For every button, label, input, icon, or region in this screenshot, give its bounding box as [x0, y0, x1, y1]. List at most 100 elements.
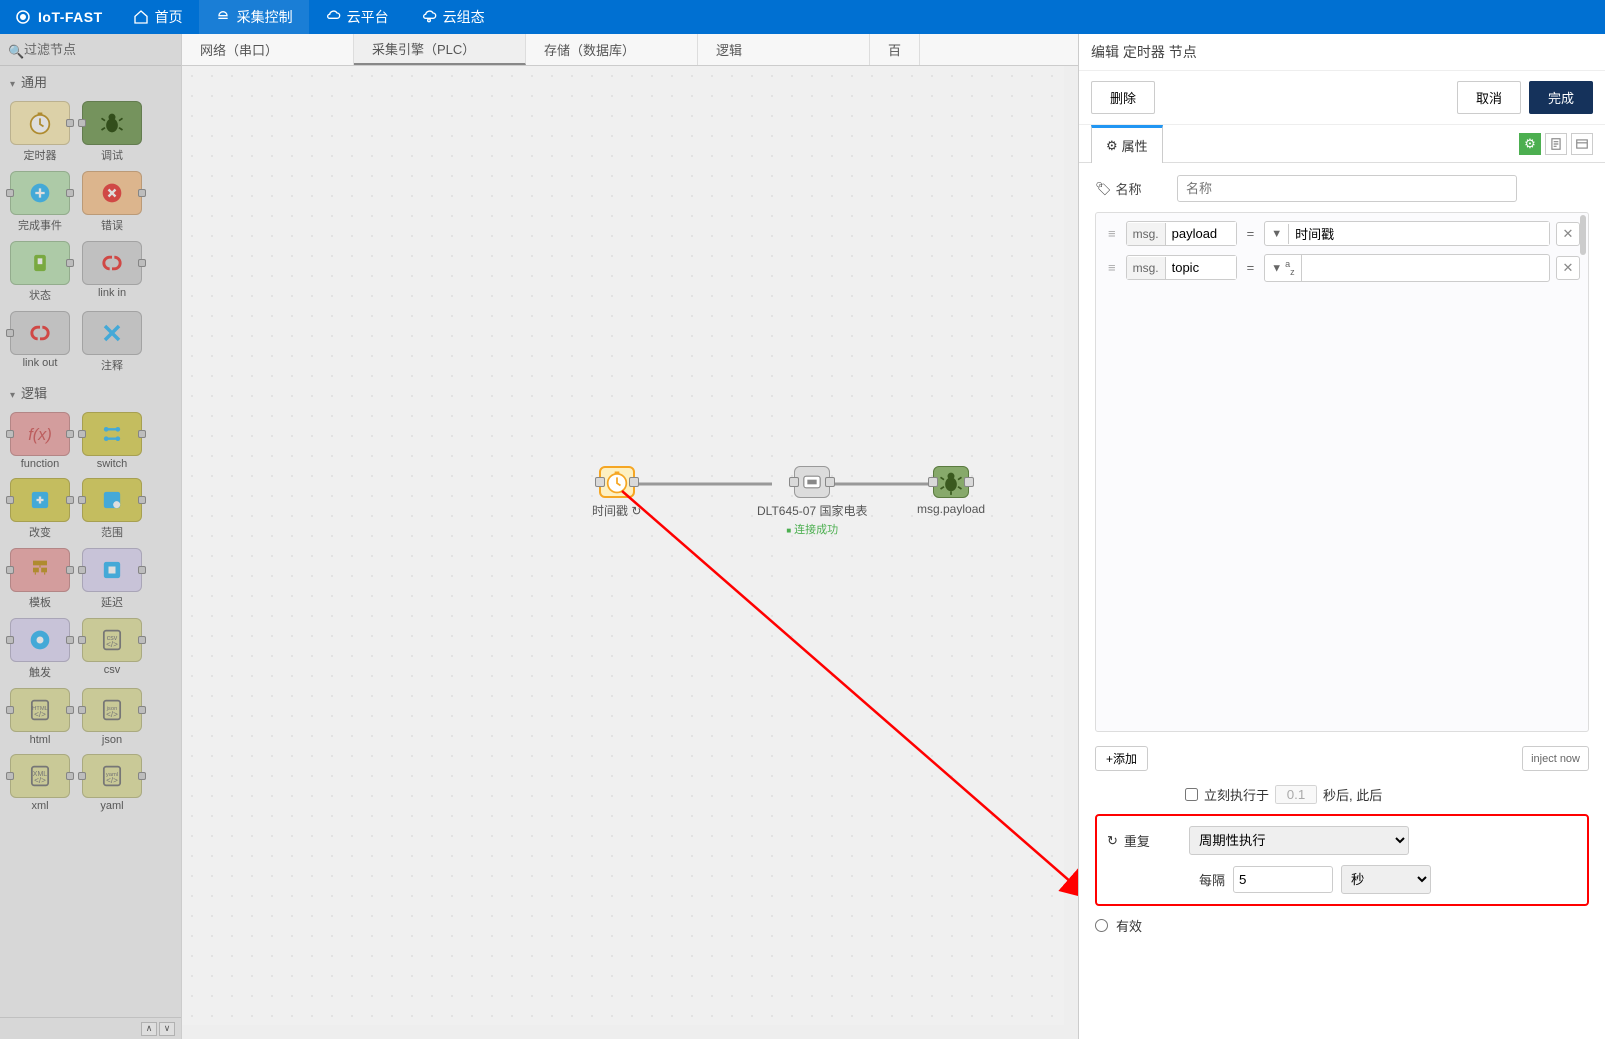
- palette-node-trigger[interactable]: 触发: [8, 618, 72, 680]
- nav-home[interactable]: 首页: [117, 0, 199, 34]
- palette-node-function[interactable]: f(x) function: [8, 412, 72, 470]
- tab-network[interactable]: 网络（串口）: [182, 34, 354, 65]
- palette-node-comment[interactable]: 注释: [80, 311, 144, 373]
- palette-node-json[interactable]: json</> json: [80, 688, 144, 746]
- immediate-suffix: 秒后, 此后: [1323, 785, 1382, 804]
- docs-button[interactable]: [1545, 133, 1567, 155]
- flow-node-dlt645[interactable]: DLT645-07 国家电表 连接成功: [757, 466, 867, 537]
- drag-handle-icon[interactable]: ≡: [1104, 260, 1120, 275]
- change-icon: [26, 486, 54, 514]
- flow-node-timer[interactable]: 时间戳 ↻: [592, 466, 641, 519]
- complete-icon: [26, 179, 54, 207]
- home-icon: [133, 9, 149, 25]
- palette-node-switch[interactable]: switch: [80, 412, 144, 470]
- html-icon: HTML</>: [26, 696, 54, 724]
- yaml-icon: yaml</>: [98, 762, 126, 790]
- delete-row-button[interactable]: ✕: [1556, 222, 1580, 246]
- cancel-button[interactable]: 取消: [1457, 81, 1521, 114]
- scrollbar-thumb[interactable]: [1580, 215, 1586, 255]
- appearance-button[interactable]: [1571, 133, 1593, 155]
- palette-node-timer[interactable]: 定时器: [8, 101, 72, 163]
- nav-config[interactable]: 云组态: [405, 0, 501, 34]
- linkin-icon: [98, 249, 126, 277]
- palette-node-error[interactable]: 错误: [80, 171, 144, 233]
- delete-row-button[interactable]: ✕: [1556, 256, 1580, 280]
- timer-icon: [26, 109, 54, 137]
- nav-collect[interactable]: 采集控制: [199, 0, 309, 34]
- delay-icon: [98, 556, 126, 584]
- json-icon: json</>: [98, 696, 126, 724]
- delete-button[interactable]: 删除: [1091, 81, 1155, 114]
- svg-text:f(x): f(x): [28, 426, 52, 444]
- palette-node-html[interactable]: HTML</> html: [8, 688, 72, 746]
- canvas[interactable]: 时间戳 ↻ DLT645-07 国家电表 连接成功 msg.payload: [182, 66, 1078, 1039]
- palette-node-change[interactable]: 改变: [8, 478, 72, 540]
- equals-label: =: [1243, 226, 1259, 241]
- palette-expand-icon[interactable]: ∨: [159, 1022, 175, 1036]
- tab-storage[interactable]: 存储（数据库）: [526, 34, 698, 65]
- palette-node-complete[interactable]: 完成事件: [8, 171, 72, 233]
- palette-node-debug[interactable]: 调试: [80, 101, 144, 163]
- svg-text:</>: </>: [34, 776, 46, 785]
- msg-prefix: msg.: [1127, 257, 1166, 279]
- canvas-scrollbar-h[interactable]: [182, 1025, 1064, 1039]
- interval-unit-select[interactable]: 秒: [1341, 865, 1431, 894]
- prop-key-input[interactable]: [1166, 256, 1236, 279]
- immediate-checkbox[interactable]: [1185, 788, 1198, 801]
- palette-node-delay[interactable]: 延迟: [80, 548, 144, 610]
- nav-cloud[interactable]: 云平台: [309, 0, 405, 34]
- category-general[interactable]: 通用: [0, 66, 181, 97]
- interval-label: 每隔: [1199, 870, 1225, 889]
- flow-node-debug[interactable]: msg.payload: [917, 466, 985, 516]
- immediate-label: 立刻执行于: [1204, 785, 1269, 804]
- comment-icon: [98, 319, 126, 347]
- done-button[interactable]: 完成: [1529, 81, 1593, 114]
- palette-node-range[interactable]: 范围: [80, 478, 144, 540]
- tag-icon: 🏷: [1095, 181, 1112, 197]
- palette-collapse-icon[interactable]: ∧: [141, 1022, 157, 1036]
- palette-node-template[interactable]: 模板: [8, 548, 72, 610]
- repeat-section: ↻ 重复 周期性执行 每隔 秒: [1095, 814, 1589, 906]
- prop-value-input[interactable]: [1289, 222, 1549, 245]
- interval-input[interactable]: [1233, 866, 1333, 893]
- category-logic[interactable]: 逻辑: [0, 377, 181, 408]
- repeat-label: ↻ 重复: [1107, 831, 1179, 850]
- valid-label: 有效: [1116, 916, 1142, 935]
- palette-node-xml[interactable]: XML</> xml: [8, 754, 72, 812]
- type-dropdown[interactable]: ▼ az: [1265, 255, 1301, 281]
- palette-node-linkin[interactable]: link in: [80, 241, 144, 303]
- range-icon: [98, 486, 126, 514]
- brand: IoT-FAST: [0, 8, 117, 26]
- doc-icon: [1549, 137, 1563, 151]
- palette: 🔍 通用 定时器 调试 完成事件 错误 状态 link in link out: [0, 34, 182, 1039]
- prop-key-input[interactable]: [1166, 222, 1236, 245]
- env-button[interactable]: ⚙: [1519, 133, 1541, 155]
- inject-now-button[interactable]: inject now: [1522, 746, 1589, 771]
- palette-node-yaml[interactable]: yaml</> yaml: [80, 754, 144, 812]
- function-icon: f(x): [26, 420, 54, 448]
- palette-node-linkout[interactable]: link out: [8, 311, 72, 373]
- tab-plc[interactable]: 采集引擎（PLC）: [354, 34, 526, 65]
- top-nav: IoT-FAST 首页 采集控制 云平台 云组态: [0, 0, 1605, 34]
- property-list: ≡ msg. = ▼ ✕ ≡: [1095, 212, 1589, 732]
- editor-panel: 编辑 定时器 节点 删除 取消 完成 ⚙ 属性 ⚙: [1078, 34, 1605, 1039]
- name-label: 🏷 名称: [1095, 179, 1167, 198]
- search-icon: 🔍: [8, 44, 24, 60]
- add-property-button[interactable]: +添加: [1095, 746, 1148, 771]
- tab-more[interactable]: 百: [870, 34, 920, 65]
- palette-node-csv[interactable]: csv</> csv: [80, 618, 144, 680]
- device-icon: [798, 468, 826, 496]
- csv-icon: csv</>: [98, 626, 126, 654]
- valid-radio[interactable]: [1095, 919, 1108, 932]
- type-dropdown[interactable]: ▼: [1265, 224, 1289, 244]
- tab-properties[interactable]: ⚙ 属性: [1091, 125, 1163, 163]
- filter-input[interactable]: [6, 38, 175, 61]
- palette-node-status[interactable]: 状态: [8, 241, 72, 303]
- tab-logic[interactable]: 逻辑: [698, 34, 870, 65]
- property-row: ≡ msg. = ▼ ✕: [1104, 221, 1580, 246]
- repeat-mode-select[interactable]: 周期性执行: [1189, 826, 1409, 855]
- prop-value-input[interactable]: [1302, 256, 1549, 279]
- drag-handle-icon[interactable]: ≡: [1104, 226, 1120, 241]
- canvas-scrollbar-v[interactable]: [1064, 66, 1078, 1039]
- name-input[interactable]: [1177, 175, 1517, 202]
